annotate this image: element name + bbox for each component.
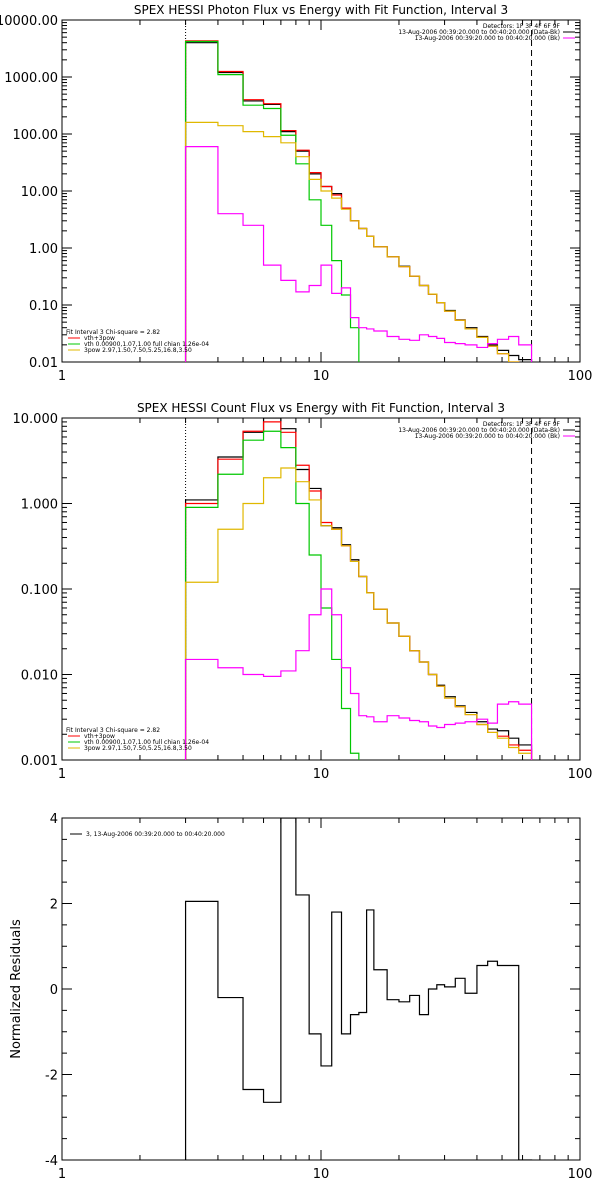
y-tick-label: 0.001 [21,754,58,769]
series-line-data-bk [184,418,533,760]
x-tick-label: 1 [58,767,66,782]
legend-label: vth+3pow [84,335,115,342]
x-tick-label: 10 [313,369,330,384]
chart-panel-3: Normalized Residuals 1 10 100 -4 -2 0 2 4 3, 13-A… [9,812,593,1182]
y-tick-label: 2 [50,898,58,913]
chart-title: SPEX HESSI Count Flux vs Energy with Fit… [137,401,505,415]
x-tick-label: 10 [313,767,330,782]
y-tick-label: -2 [45,1069,58,1084]
series-line-bk [184,588,533,760]
y-tick-label: 0.100 [21,583,58,598]
y-tick-label: 10000.00 [0,14,58,29]
series-line-vth-3pow [184,421,533,760]
y-tick-label: 1.00 [29,242,58,257]
info-line: 13-Aug-2006 00:39:20.000 to 00:40:20.000… [398,427,560,434]
fit-interval-text: Fit Interval 3 Chi-square = 2.82 [66,727,160,734]
info-line: 13-Aug-2006 00:39:20.000 to 00:40:20.000… [398,29,560,36]
series-line-bk [184,146,533,362]
series-line-vth [184,430,360,760]
legend-label: 3pow 2.97,1.50,7.50,5.25,16.8,3.50 [84,347,192,354]
series-line-vth [184,40,360,362]
info-line: Detectors: 1F 3F 4F 6F 9F [483,23,561,30]
y-tick-label: 100.00 [13,128,59,143]
info-line: 13-Aug-2006 00:39:20.000 to 00:40:20.000… [415,433,560,440]
y-tick-label: 0.010 [21,669,58,684]
series-group [184,418,533,760]
x-tick-label: 1 [58,1167,66,1182]
legend-label: vth+3pow [84,733,115,740]
chart-panel-2: SPEX HESSI Count Flux vs Energy with Fit… [13,401,593,782]
x-tick-label: 100 [568,1167,593,1182]
y-tick-label: 10.000 [13,412,59,427]
info-line: 13-Aug-2006 00:39:20.000 to 00:40:20.000… [415,35,560,42]
y-axis-label: Normalized Residuals [9,919,24,1059]
series-group [184,40,533,362]
y-tick-label: 0.01 [29,356,58,371]
y-tick-label: 0.10 [29,299,58,314]
x-tick-label: 10 [313,1167,330,1182]
x-tick-label: 100 [568,767,593,782]
y-tick-label: 0 [50,983,58,998]
x-tick-label: 1 [58,369,66,384]
y-tick-label: 4 [50,812,58,827]
legend-label: vth 0.00900,1.07,1.00 full chian 1.26e-0… [84,739,209,746]
y-tick-label: -4 [45,1154,58,1169]
y-tick-label: 10.00 [21,185,58,200]
plot-frame [61,817,581,1161]
series-group [184,818,533,1160]
legend-label: 3pow 2.97,1.50,7.50,5.25,16.8,3.50 [84,745,192,752]
fit-interval-text: Fit Interval 3 Chi-square = 2.82 [66,329,160,336]
series-line-3pow [184,467,533,760]
y-tick-label: 1.000 [21,498,58,513]
chart-panel-1: SPEX HESSI Photon Flux vs Energy with Fi… [0,3,593,384]
series-line-3pow [184,121,520,362]
legend-label: 3, 13-Aug-2006 00:39:20.000 to 00:40:20.… [86,831,225,838]
legend-label: vth 0.00900,1.07,1.00 full chian 1.26e-0… [84,341,209,348]
series-line-3-13-aug-2006-00-39-20-000-to-00-40-20-000 [184,818,533,1160]
chart-title: SPEX HESSI Photon Flux vs Energy with Fi… [134,3,508,17]
info-line: Detectors: 1F 3F 4F 6F 9F [483,421,561,428]
x-tick-label: 100 [568,369,593,384]
y-tick-label: 1000.00 [4,71,58,86]
